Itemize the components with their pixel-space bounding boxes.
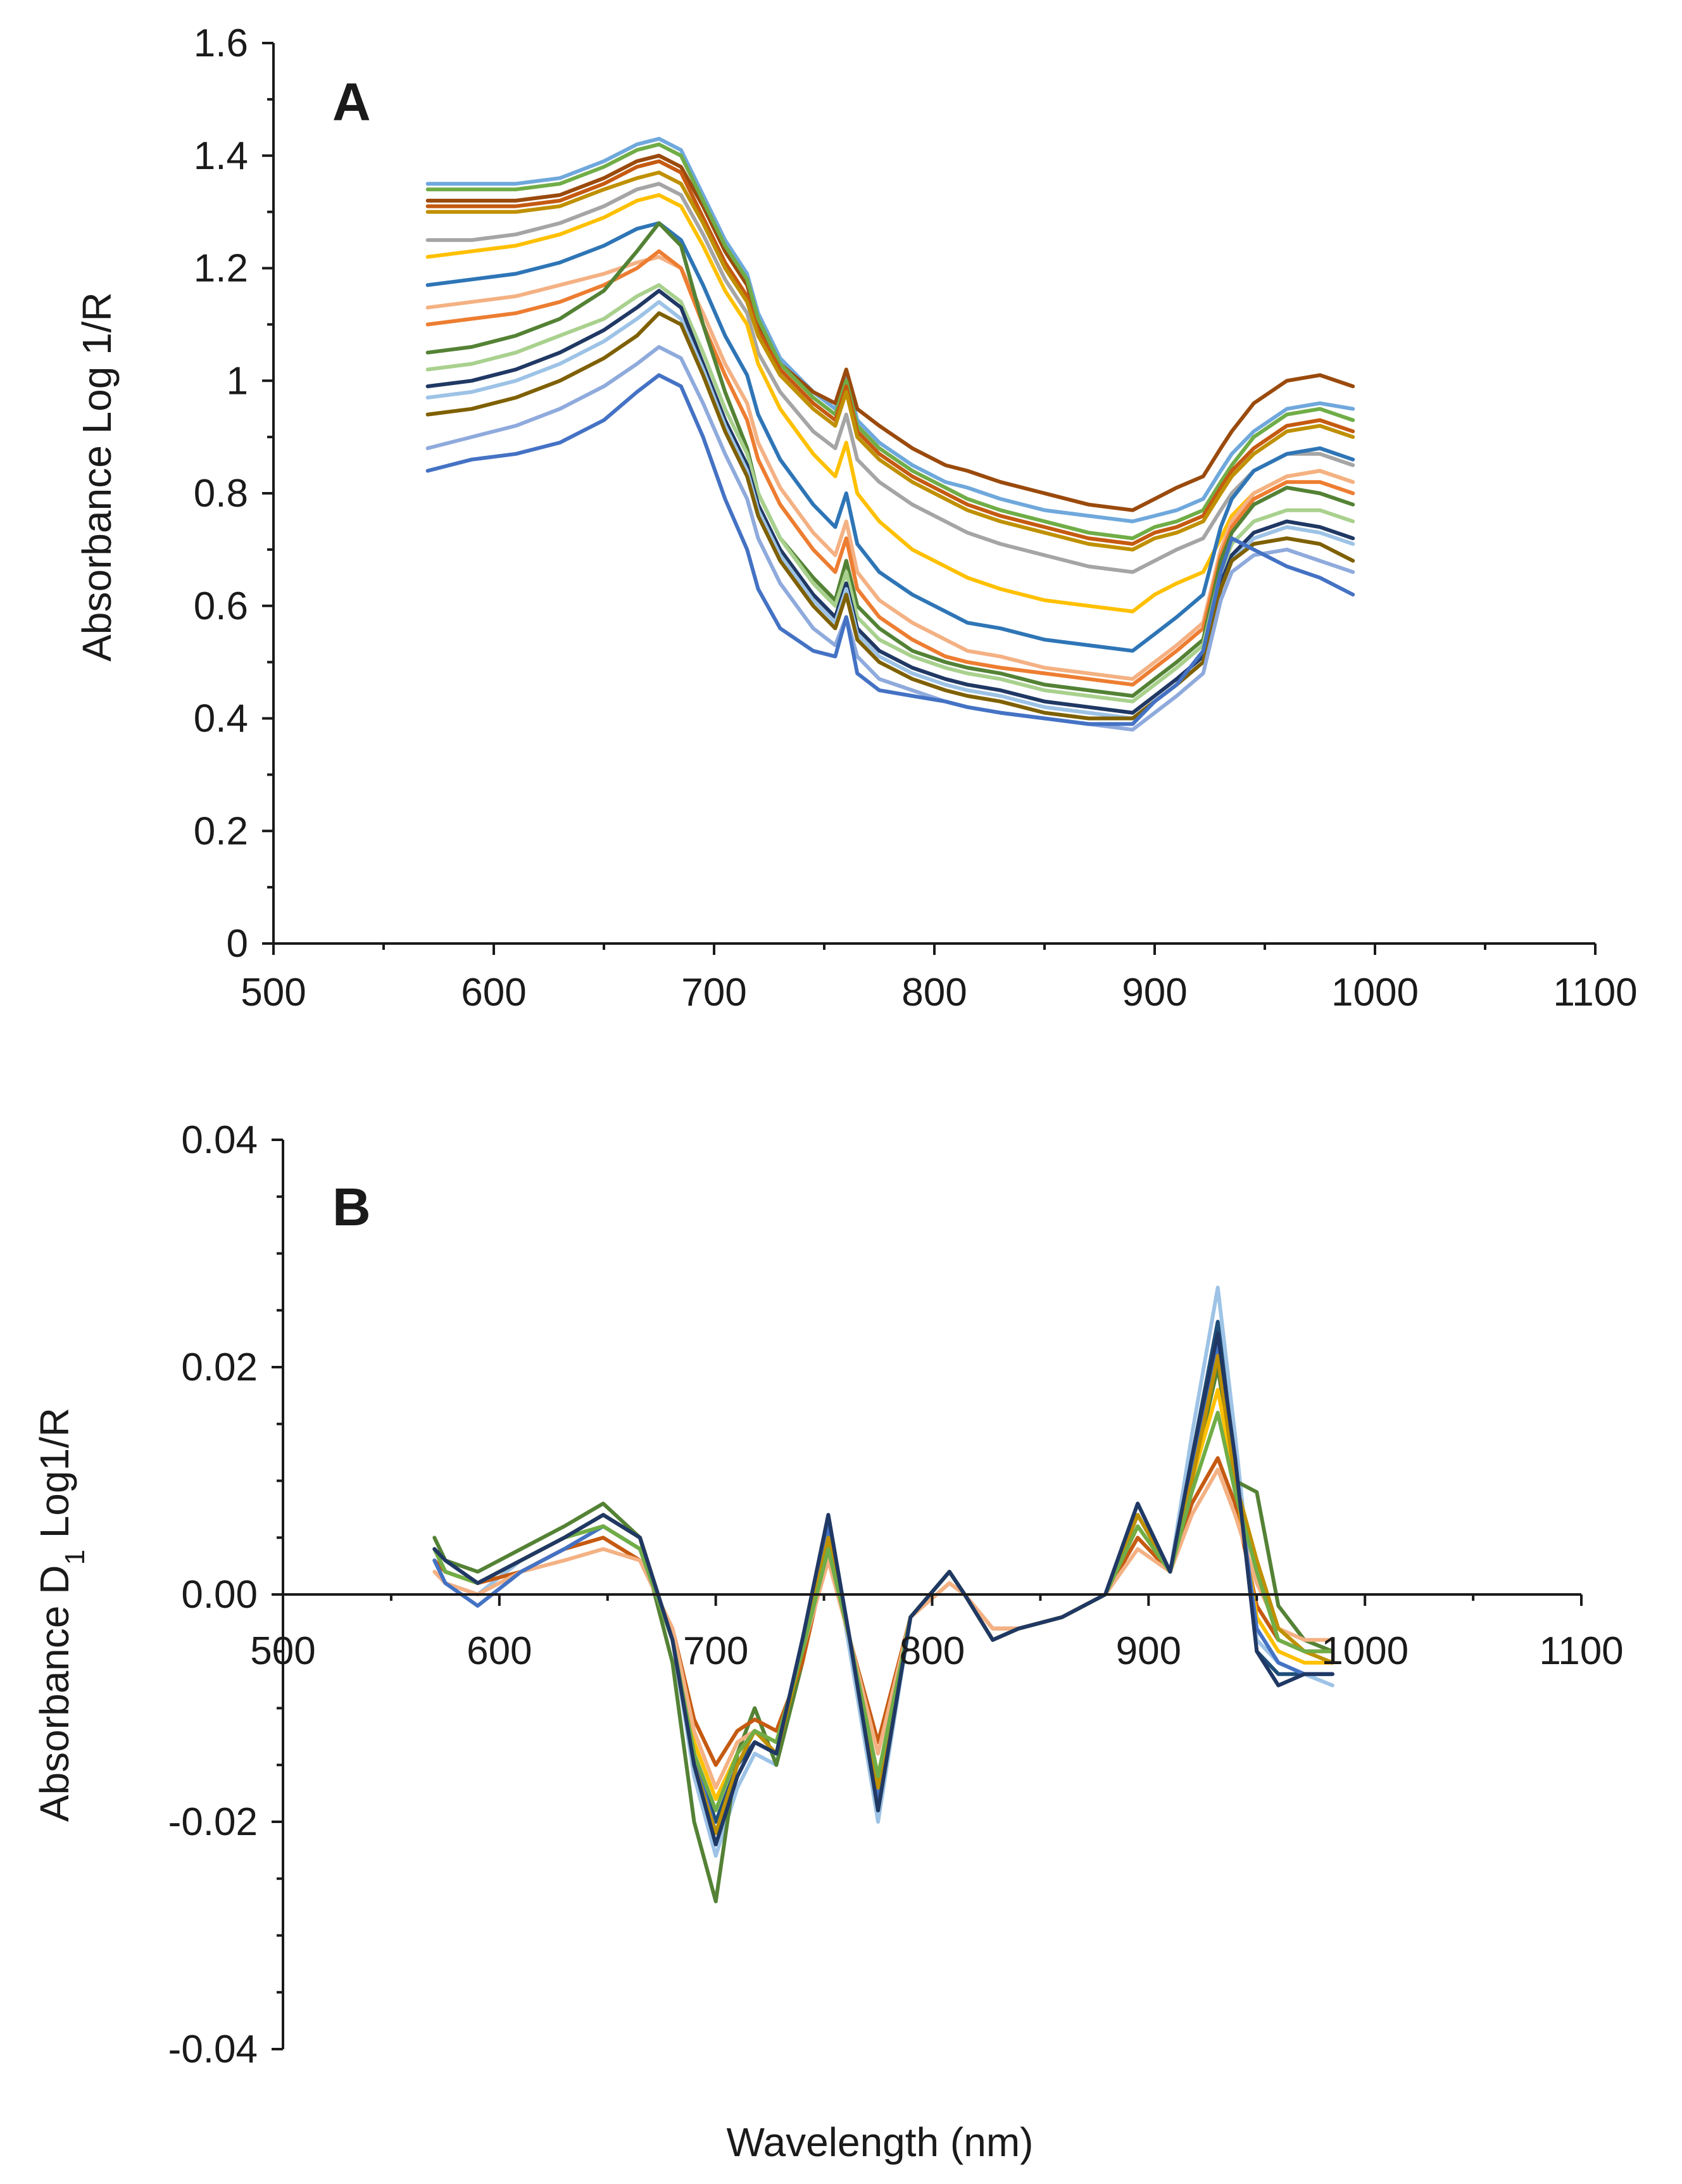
chart-a-y-tick-label: 0 [227,922,248,966]
chart-b-x-tick-label: 700 [683,1629,748,1673]
chart-a-x-tick-label: 1000 [1331,971,1419,1014]
chart-b-series-group [432,1285,1334,1903]
chart-b-x-tick-label: 1000 [1321,1629,1409,1673]
chart-b-y-tick-label: 0.04 [181,1118,258,1162]
chart-a-series-group [425,137,1355,732]
chart-b-x-axis-title: Wavelength (nm) [727,2119,1034,2165]
chart-b-x-tick-label: 1100 [1539,1629,1623,1673]
chart-a-y-tick-label: 0.4 [194,697,248,741]
chart-b-series-d4 [432,1456,1334,1767]
chart-b-y-axis-title-main: Absorbance D [32,1565,77,1822]
chart-b-axes: -0.04 -0.02 0.00 0.02 0.04 500 600 700 800 900 100… [168,1118,1624,2071]
chart-a-series-s4 [425,159,1355,546]
chart-b-y-tick-label: -0.04 [168,2028,258,2071]
chart-a-y-tick-label: 0.2 [194,809,248,853]
chart-a-y-tick-label: 1.6 [194,22,248,65]
chart-a-series-s1 [425,137,1355,524]
chart-a-x-tick-label: 500 [241,971,306,1014]
chart-b: B Absorbance D1 Log1/R -0.04 -0.02 0.00 0.0… [32,1118,1624,2165]
chart-a-series-s15 [425,311,1355,721]
chart-b-y-tick-label: 0.02 [181,1346,258,1389]
chart-b-y-tick-label: -0.02 [168,1800,258,1844]
chart-a-x-tick-label: 800 [901,971,967,1014]
chart-a-series-s16 [425,344,1355,732]
chart-a-y-tick-label: 0.8 [194,472,248,515]
chart-a-x-tick-label: 700 [681,971,746,1014]
chart-a-y-tick-label: 1.4 [194,134,248,178]
chart-b-series-d10 [432,1331,1334,1846]
chart-a-panel-label: A [332,72,371,132]
chart-b-series-d9 [432,1410,1334,1813]
chart-a-series-s6 [425,182,1355,574]
chart-b-x-tick-label: 500 [250,1629,315,1673]
chart-b-y-axis-title: Absorbance D1 Log1/R [32,1408,91,1822]
chart-b-series-d6 [432,1467,1334,1790]
chart-a-y-tick-label: 0.6 [194,584,248,628]
chart-b-y-axis-title-rest: Log1/R [32,1408,77,1550]
chart-a-x-tick-label: 1100 [1553,971,1637,1014]
chart-a-x-tick-label: 900 [1122,971,1187,1014]
chart-a: A Absorbance Log 1/R 0 0.2 0.4 0.6 0.8 1 1.2 1.… [74,22,1638,1014]
chart-a-series-s17 [425,373,1355,726]
chart-b-panel-label: B [332,1177,371,1237]
chart-a-series-s5 [425,170,1355,552]
chart-b-y-tick-label: 0.00 [181,1573,258,1617]
chart-a-x-tick-label: 600 [461,971,526,1014]
chart-a-series-s2 [425,153,1355,512]
chart-b-x-tick-label: 600 [467,1629,532,1673]
chart-a-axes: 0 0.2 0.4 0.6 0.8 1 1.2 1.4 1.6 500 600 700 800 900 10… [194,22,1638,1014]
chart-a-series-s3 [425,142,1355,541]
chart-a-y-tick-label: 1.2 [194,247,248,291]
chart-a-series-s8 [425,221,1355,653]
chart-b-x-tick-label: 800 [900,1629,965,1673]
chart-b-y-axis-title-subscript: 1 [60,1550,91,1565]
chart-a-series-s11 [425,221,1355,698]
chart-a-y-axis-title: Absorbance Log 1/R [74,292,120,662]
chart-b-x-tick-label: 900 [1116,1629,1181,1673]
chart-a-y-tick-label: 1 [227,359,248,403]
